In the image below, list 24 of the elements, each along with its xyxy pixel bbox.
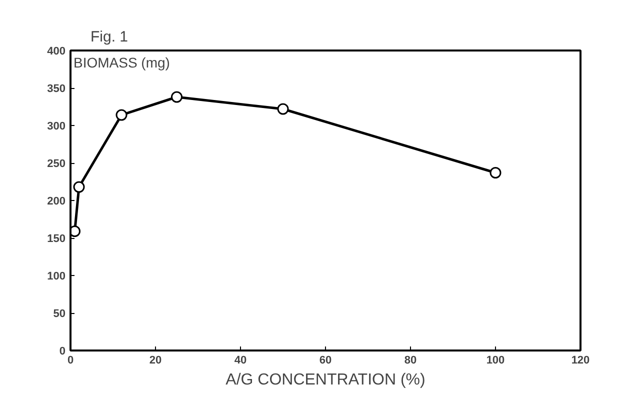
- y-tick-label: 250: [47, 158, 66, 170]
- point: [490, 167, 502, 178]
- y-tick-label: 350: [47, 83, 66, 95]
- point: [73, 181, 85, 193]
- y-tick-label: 300: [47, 120, 66, 132]
- x-tick-label: 0: [67, 354, 74, 366]
- y-tick-label: 150: [47, 233, 66, 245]
- x-tick-label: 20: [149, 354, 162, 366]
- y-tick-label: 50: [53, 308, 66, 320]
- x-tick-label: 80: [404, 354, 417, 366]
- point: [171, 91, 182, 103]
- x-tick-label: 40: [234, 354, 247, 366]
- point: [277, 103, 289, 115]
- point: [116, 109, 128, 121]
- y-tick-label: 0: [59, 346, 66, 358]
- y-tick-label: 200: [47, 196, 66, 208]
- chart-title: Fig. 1: [90, 28, 128, 46]
- x-tick-label: 100: [486, 354, 505, 366]
- y-tick-label: 100: [47, 270, 66, 282]
- x-tick-label: 120: [571, 354, 590, 366]
- x-tick-label: 60: [319, 354, 332, 366]
- x-axis-title: A/G CONCENTRATION (%): [226, 372, 426, 388]
- y-tick-label: 400: [47, 46, 66, 58]
- y-axis-title: BIOMASS (mg): [74, 54, 170, 70]
